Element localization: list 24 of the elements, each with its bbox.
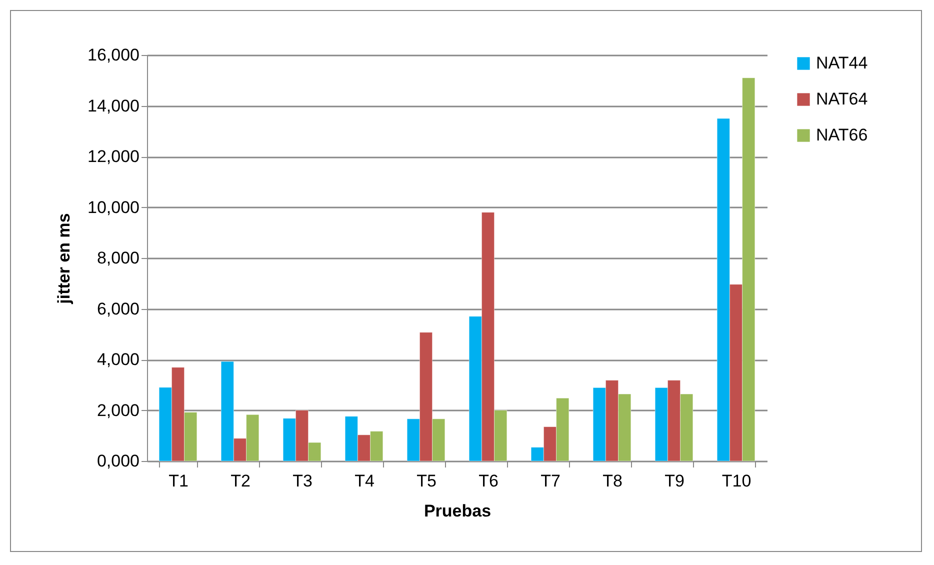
x-tick-label: T10: [722, 472, 752, 490]
y-tick-label: 2,000: [96, 400, 140, 420]
x-tick-label: T8: [602, 472, 622, 490]
x-tick-label: T3: [292, 472, 312, 490]
legend-label: NAT64: [816, 90, 868, 108]
y-tick-label: 0,000: [96, 452, 140, 470]
x-tick-label: T2: [230, 472, 250, 490]
x-tick-label: T6: [478, 472, 498, 490]
y-tick-label: 12,000: [88, 147, 140, 166]
legend-label: NAT44: [816, 54, 868, 72]
x-axis-title: Pruebas: [424, 502, 492, 520]
y-axis-title: jitter en ms: [54, 213, 74, 305]
y-tick-label: 16,000: [88, 46, 140, 64]
x-tick-label: T7: [540, 472, 560, 490]
x-tick-label: T1: [168, 472, 188, 490]
x-tick-label: T4: [354, 472, 374, 490]
x-tick-label: T5: [416, 472, 436, 490]
y-tick-label: 14,000: [88, 96, 140, 116]
y-tick-label: 4,000: [96, 350, 140, 369]
y-tick-label: 6,000: [96, 299, 140, 318]
legend-label: NAT66: [816, 126, 868, 144]
y-tick-label: 10,000: [88, 198, 140, 217]
y-tick-label: 8,000: [96, 248, 140, 268]
x-tick-label: T9: [664, 472, 684, 490]
